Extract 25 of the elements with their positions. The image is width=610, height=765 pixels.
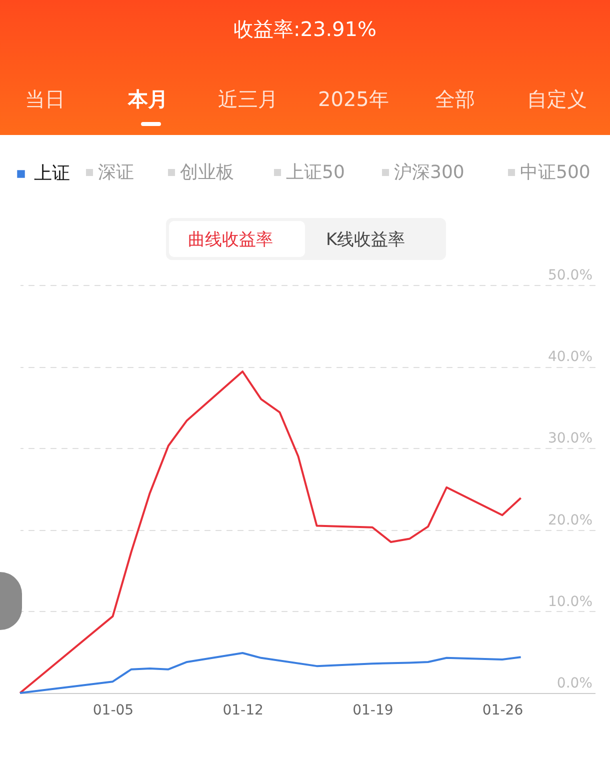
text: 上证50 bbox=[286, 161, 345, 184]
text: 中证500 bbox=[520, 161, 590, 184]
text: 沪深300 bbox=[394, 161, 464, 184]
text: 自定义 bbox=[527, 86, 587, 113]
y-tick-label: 40.0% bbox=[548, 349, 592, 366]
text: 创业板 bbox=[180, 161, 234, 184]
y-tick-label: 20.0% bbox=[548, 512, 592, 528]
chart-title: 收益率:23.91% bbox=[232, 16, 378, 43]
text: 全部 bbox=[435, 86, 475, 113]
legend-label: 上证 bbox=[34, 163, 70, 184]
text: 当日 bbox=[25, 86, 65, 113]
x-tick-label: 01-05 bbox=[92, 702, 134, 718]
text: 曲线收益率 bbox=[188, 229, 273, 251]
text: 近三月 bbox=[218, 86, 278, 113]
text: 2025年 bbox=[318, 86, 389, 113]
y-tick-label: 10.0% bbox=[548, 594, 592, 610]
x-tick-label: 01-26 bbox=[482, 702, 524, 718]
text: 本月 bbox=[128, 86, 168, 113]
text: 深证 bbox=[98, 161, 134, 184]
y-tick-label: 0.0% bbox=[556, 676, 592, 692]
text: K线收益率 bbox=[326, 229, 406, 251]
y-tick-label: 50.0% bbox=[548, 268, 592, 284]
x-tick-label: 01-12 bbox=[222, 702, 264, 718]
x-tick-label: 01-19 bbox=[352, 702, 394, 718]
y-tick-label: 30.0% bbox=[548, 430, 592, 447]
